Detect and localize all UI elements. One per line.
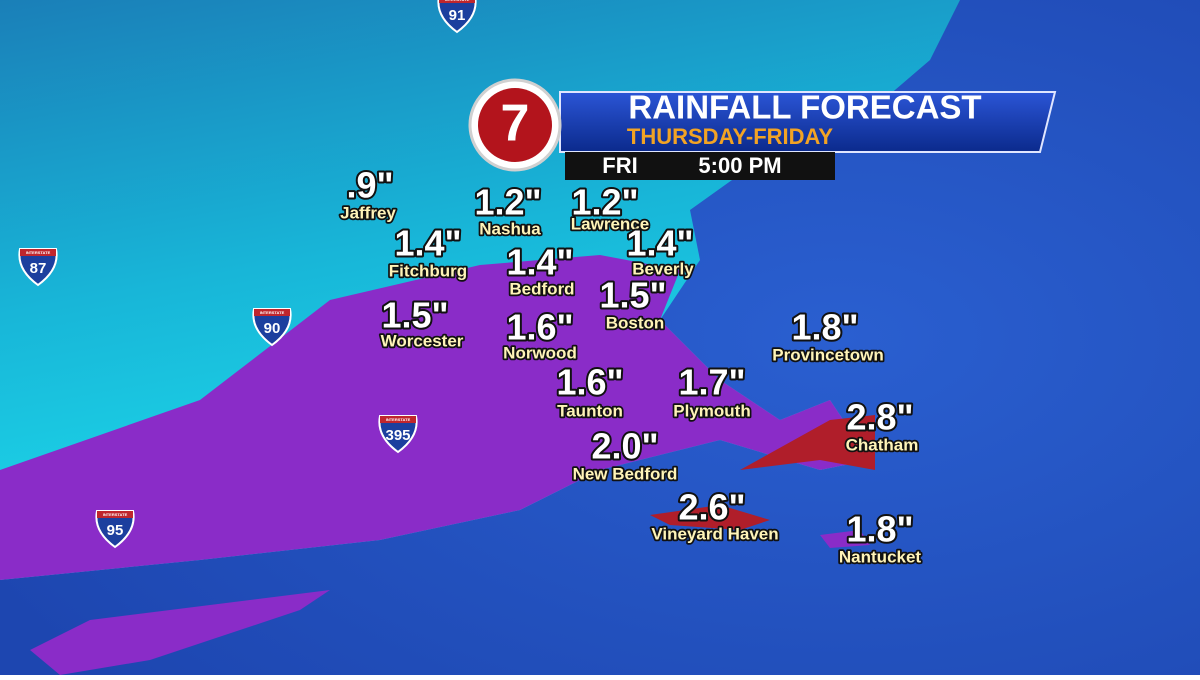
rain-amount: .9" bbox=[346, 165, 393, 206]
shield-top bbox=[439, 0, 475, 3]
city-name: Boston bbox=[606, 313, 665, 332]
rain-amount: 2.6" bbox=[678, 487, 745, 528]
shield-number: 95 bbox=[107, 522, 124, 539]
shield-word: INTERSTATE bbox=[260, 310, 285, 315]
shield-top bbox=[254, 309, 290, 316]
shield-top bbox=[380, 416, 416, 423]
rain-amount: 1.4" bbox=[506, 242, 573, 283]
city-name: Vineyard Haven bbox=[651, 524, 778, 543]
interstate-shield: INTERSTATE 91 bbox=[437, 0, 477, 34]
rain-amount: 2.0" bbox=[591, 426, 658, 467]
interstate-shield: INTERSTATE 90 bbox=[252, 308, 292, 347]
shield bbox=[18, 248, 58, 287]
interstate-shield: INTERSTATE 87 bbox=[18, 248, 58, 287]
city-name: Worcester bbox=[381, 331, 464, 350]
rain-amount: 1.5" bbox=[381, 295, 448, 336]
island bbox=[820, 530, 870, 548]
shield-word: INTERSTATE bbox=[26, 250, 51, 255]
shield-number: 90 bbox=[264, 320, 281, 337]
city-name: Taunton bbox=[557, 401, 623, 420]
city-name: Fitchburg bbox=[389, 261, 467, 280]
shield bbox=[95, 510, 135, 549]
interstate-shield: INTERSTATE 395 bbox=[378, 415, 418, 454]
interstate-shield: INTERSTATE 95 bbox=[95, 510, 135, 549]
shield-top bbox=[20, 249, 56, 256]
shield-top bbox=[97, 511, 133, 518]
rain-amount: 1.5" bbox=[599, 275, 666, 316]
rain-amount: 1.8" bbox=[846, 509, 913, 550]
city-name: Plymouth bbox=[673, 401, 750, 420]
shield bbox=[378, 415, 418, 454]
city-name: Jaffrey bbox=[340, 203, 396, 222]
rain-amount: 2.8" bbox=[846, 397, 913, 438]
shield bbox=[437, 0, 477, 34]
city-name: Nantucket bbox=[839, 547, 922, 566]
rain-amount: 1.2" bbox=[571, 182, 638, 223]
heavy-rain-area bbox=[0, 255, 870, 580]
city-name: Chatham bbox=[846, 435, 919, 454]
shield-word: INTERSTATE bbox=[103, 512, 128, 517]
city-name: Lawrence bbox=[571, 214, 649, 233]
shield-word: INTERSTATE bbox=[386, 417, 411, 422]
rain-amount: 1.4" bbox=[626, 223, 693, 264]
shield-number: 395 bbox=[385, 427, 410, 444]
header: 7 RAINFALL FORECAST THURSDAY-FRIDAY FRI … bbox=[468, 78, 1057, 180]
city-name: New Bedford bbox=[573, 464, 678, 483]
shield-word: INTERSTATE bbox=[445, 0, 470, 2]
rain-amount: 1.6" bbox=[506, 307, 573, 348]
subtitle: THURSDAY-FRIDAY bbox=[627, 124, 834, 149]
city-name: Bedford bbox=[509, 279, 574, 298]
city-name: Provincetown bbox=[772, 345, 883, 364]
logo-text: 7 bbox=[501, 95, 530, 153]
rain-amount: 1.7" bbox=[678, 362, 745, 403]
rain-amount: 1.8" bbox=[791, 307, 858, 348]
day: FRI bbox=[602, 153, 637, 178]
logo bbox=[478, 88, 552, 162]
shield-number: 91 bbox=[449, 7, 466, 24]
time-bar bbox=[565, 152, 835, 180]
title: RAINFALL FORECAST bbox=[628, 89, 981, 126]
city-name: Nashua bbox=[479, 219, 541, 238]
shield-number: 87 bbox=[30, 260, 47, 277]
shield bbox=[252, 308, 292, 347]
city-name: Norwood bbox=[503, 343, 577, 362]
rain-amount: 1.6" bbox=[556, 362, 623, 403]
long-island bbox=[30, 590, 330, 675]
rain-amount: 1.4" bbox=[394, 223, 461, 264]
rain-amount: 1.2" bbox=[474, 182, 541, 223]
city-name: Beverly bbox=[632, 259, 694, 278]
heaviest-rain-area bbox=[650, 505, 770, 530]
heaviest-rain-area bbox=[740, 415, 875, 470]
time: 5:00 PM bbox=[698, 153, 781, 178]
